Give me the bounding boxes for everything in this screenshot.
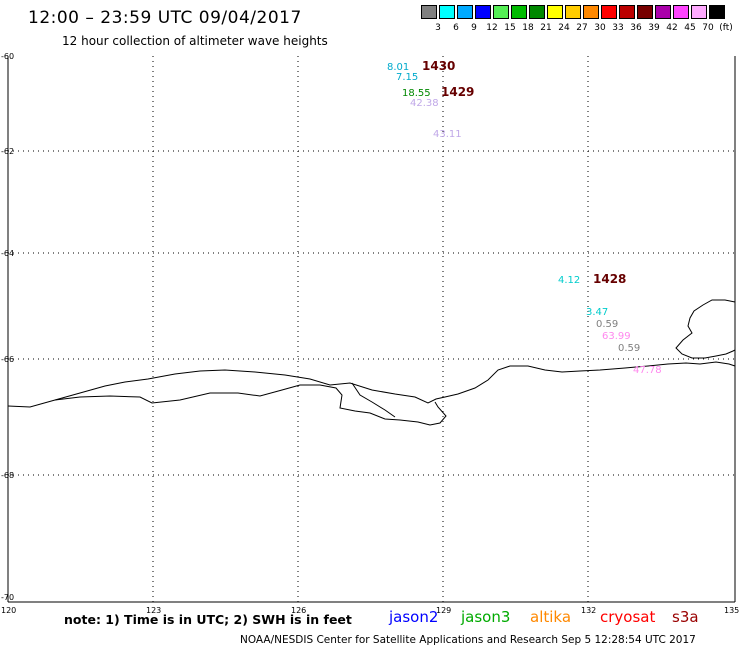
color-scale-label: 15 <box>504 23 516 33</box>
wave-reading: 8.01 <box>387 62 409 73</box>
lat-label-62: -62 <box>1 147 14 156</box>
wave-reading: 4.12 <box>558 275 580 286</box>
color-swatch <box>457 5 473 19</box>
lon-label-123: 123 <box>146 606 161 615</box>
color-swatch <box>421 5 437 19</box>
page-subtitle: 12 hour collection of altimeter wave hei… <box>62 34 328 48</box>
antarctic-coastline <box>7 361 736 408</box>
lon-label-132: 132 <box>581 606 596 615</box>
page-title: 12:00 – 23:59 UTC 09/04/2017 <box>28 8 302 28</box>
color-swatch <box>439 5 455 19</box>
wave-reading: 43.11 <box>433 129 462 140</box>
color-swatch <box>583 5 599 19</box>
wave-reading: 7.15 <box>396 72 418 83</box>
lon-label-135: 135 <box>724 606 739 615</box>
coastline-east-bay <box>675 299 736 359</box>
footer-credit: NOAA/NESDIS Center for Satellite Applica… <box>240 634 696 646</box>
lat-label-60: -60 <box>1 52 14 61</box>
legend-s3a: s3a <box>672 608 699 626</box>
color-scale-label: 33 <box>612 23 624 33</box>
wave-reading: 18.55 <box>402 88 431 99</box>
color-scale-label: 9 <box>471 23 477 33</box>
pass-label-1430: 1430 <box>422 59 455 73</box>
pass-label-1429: 1429 <box>441 85 474 99</box>
color-scale-label: 12 <box>486 23 498 33</box>
color-swatch <box>691 5 707 19</box>
color-swatch <box>655 5 671 19</box>
lon-label-120: 120 <box>1 606 16 615</box>
legend-jason3: jason3 <box>461 608 511 626</box>
color-scale-label: 42 <box>666 23 678 33</box>
color-scale-label: 45 <box>684 23 696 33</box>
color-swatch <box>475 5 491 19</box>
color-swatch <box>529 5 545 19</box>
legend-altika: altika <box>530 608 572 626</box>
color-scale-label: 3 <box>435 23 441 33</box>
lat-label-68: -68 <box>1 471 14 480</box>
lon-label-129: 129 <box>436 606 451 615</box>
color-swatch <box>619 5 635 19</box>
graticule <box>8 56 735 602</box>
color-scale-label: 21 <box>540 23 552 33</box>
color-scale-unit: (ft) <box>719 23 733 33</box>
color-scale-label: 30 <box>594 23 606 33</box>
wave-reading: 0.59 <box>596 319 618 330</box>
legend-cryosat: cryosat <box>600 608 656 626</box>
lat-label-70: -70 <box>1 593 14 602</box>
units-note: note: 1) Time is in UTC; 2) SWH is in fe… <box>64 612 352 627</box>
wave-reading: 47.78 <box>633 365 662 376</box>
wave-reading: 3.47 <box>586 307 608 318</box>
lat-label-64: -64 <box>1 249 14 258</box>
color-scale-label: 39 <box>648 23 660 33</box>
color-swatch <box>547 5 563 19</box>
lon-label-126: 126 <box>291 606 306 615</box>
color-scale-label: 6 <box>453 23 459 33</box>
color-scale-label: 36 <box>630 23 642 33</box>
pass-label-1428: 1428 <box>593 272 626 286</box>
color-scale-label: 27 <box>576 23 588 33</box>
wave-reading: 0.59 <box>618 343 640 354</box>
color-scale-label: 70 <box>702 23 714 33</box>
coastline-lower-lobe <box>54 384 447 426</box>
color-scale-label: 24 <box>558 23 570 33</box>
color-swatch <box>511 5 527 19</box>
color-swatch <box>709 5 725 19</box>
color-swatch <box>637 5 653 19</box>
legend-jason2: jason2 <box>389 608 439 626</box>
lat-label-66: -66 <box>1 355 14 364</box>
color-scale-label: 18 <box>522 23 534 33</box>
color-swatch <box>601 5 617 19</box>
wave-reading: 42.38 <box>410 98 439 109</box>
color-swatch <box>493 5 509 19</box>
wave-reading: 63.99 <box>602 331 631 342</box>
coastline-headland <box>351 382 396 418</box>
color-swatch <box>565 5 581 19</box>
color-swatch <box>673 5 689 19</box>
